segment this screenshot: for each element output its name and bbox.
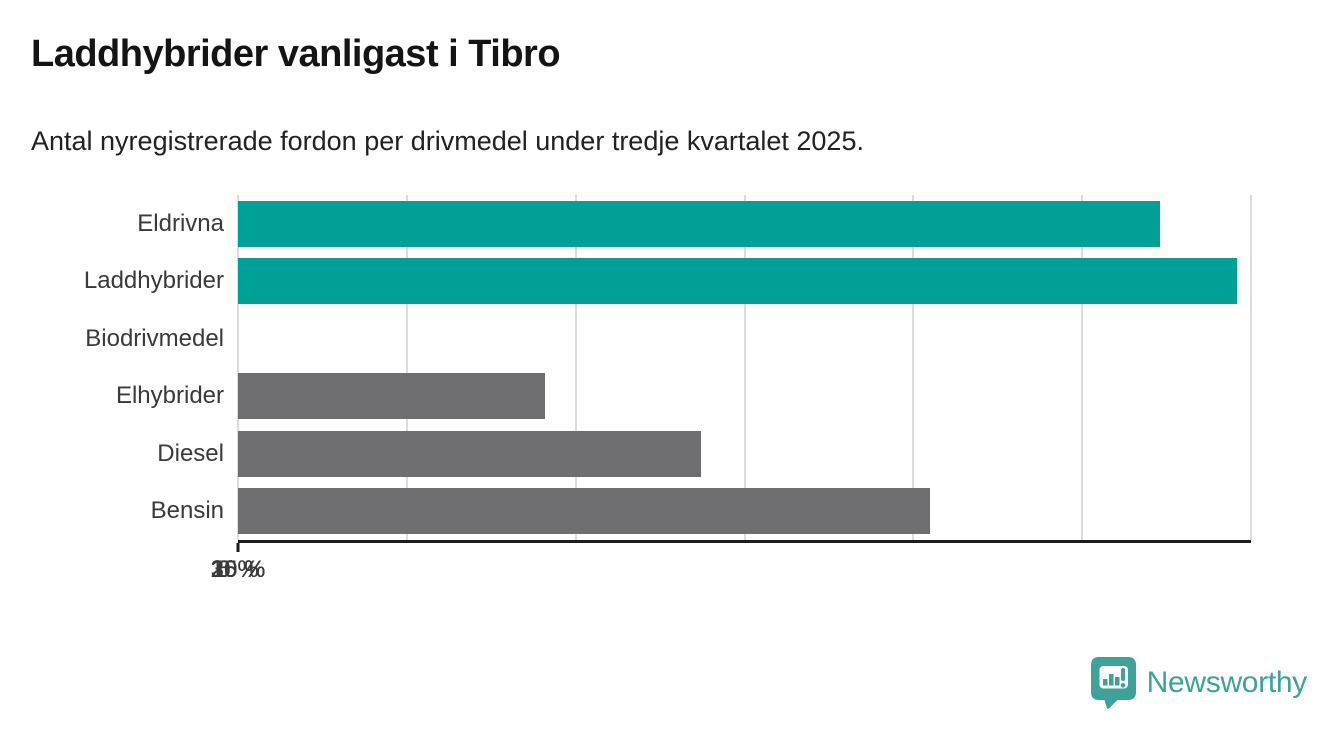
chart-title: Laddhybrider vanligast i Tibro	[31, 33, 561, 75]
axis-tick	[236, 543, 240, 552]
y-axis-category-labels: Eldrivna Laddhybrider Biodrivmedel Elhyb…	[0, 195, 224, 540]
bar-eldrivna	[238, 200, 1160, 247]
bar-row	[238, 368, 1251, 426]
gridline	[912, 195, 915, 540]
chart-subtitle: Antal nyregistrerade fordon per drivmede…	[31, 126, 864, 156]
category-label: Diesel	[157, 439, 224, 467]
category-label: Eldrivna	[137, 209, 224, 237]
gridline	[237, 195, 239, 540]
x-axis-tick-label: 20 %	[210, 556, 266, 583]
category-label: Biodrivmedel	[85, 324, 224, 352]
bar-row	[238, 253, 1251, 311]
gridline	[1250, 195, 1252, 540]
newsworthy-logo: Newsworthy	[1090, 656, 1307, 709]
gridline	[1081, 195, 1084, 540]
x-axis-tick-label: 25 %	[210, 556, 266, 583]
bar-rows	[238, 195, 1251, 540]
x-axis-tick-label: 5 %	[217, 556, 259, 583]
bar-elhybrider	[238, 373, 546, 420]
bar-bensin	[238, 488, 931, 535]
bar-diesel	[238, 430, 701, 477]
x-axis-tick-label: 0 %	[217, 556, 259, 583]
category-label: Elhybrider	[115, 382, 224, 410]
bar-row	[238, 310, 1251, 368]
bar-row	[238, 483, 1251, 541]
bar-laddhybrider	[238, 258, 1238, 305]
plot-area: 0 % 5 % 10 % 15 % 20 % 25 % 30 %	[211, 195, 1252, 583]
x-axis-tick-label: 15 %	[210, 556, 266, 583]
newsworthy-wordmark: Newsworthy	[1146, 665, 1308, 699]
gridline	[743, 195, 746, 540]
category-label: Bensin	[150, 497, 224, 525]
x-axis-tick-label: 10 %	[210, 556, 266, 583]
bar-row	[238, 425, 1251, 483]
x-axis-tick-label: 30 %	[210, 556, 266, 583]
bar-row	[238, 195, 1251, 253]
newsworthy-badge-icon	[1090, 656, 1137, 709]
category-label: Laddhybrider	[83, 267, 224, 295]
gridline	[574, 195, 577, 540]
gridline	[405, 195, 408, 540]
